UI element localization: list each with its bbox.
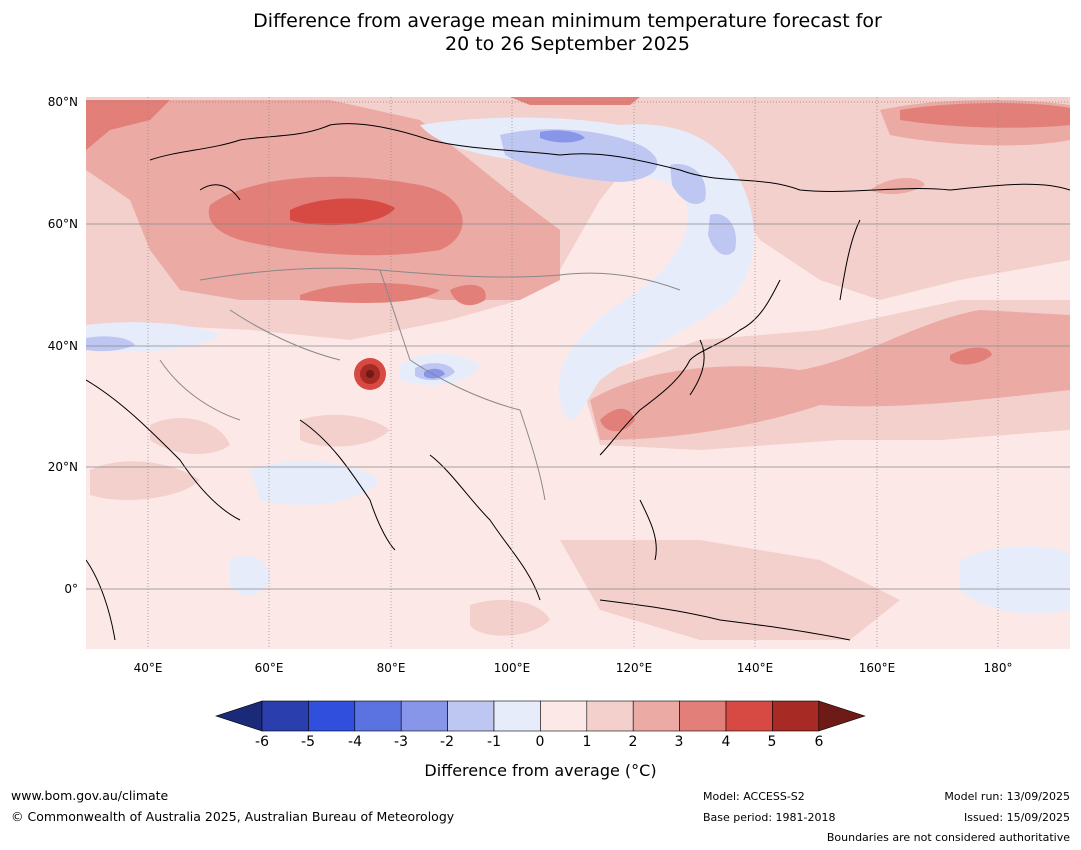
anomaly-region-3-4 [510,97,640,105]
map-title-line-2: 20 to 26 September 2025 [445,33,690,55]
anomaly-region-3-4 [950,347,992,365]
anomaly-cool-region-minus1-minus2 [500,129,658,182]
anomaly-region-1-2 [660,97,1070,300]
anomaly-cool-region-0-minus1 [420,117,754,420]
lon-label-140e: 140°E [736,661,774,675]
colorbar-segment [632,700,680,732]
lat-label-40n: 40°N [47,339,78,353]
colorbar-segment [400,700,448,732]
colorbar-segment [354,700,402,732]
copyright-text: © Commonwealth of Australia 2025, Austra… [11,809,455,824]
anomaly-cool-region-0-minus1 [250,461,380,505]
lon-label-120e: 120°E [615,661,653,675]
colorbar-tick: -1 [487,734,501,750]
anomaly-region-2-3 [870,178,925,195]
model-name: Model: ACCESS-S2 [703,790,805,803]
website-link[interactable]: www.bom.gov.au/climate [11,788,169,803]
colorbar-segment [493,700,541,732]
anomaly-cool-region-minus1-minus2 [670,164,706,205]
lon-label-160e: 160°E [858,661,896,675]
colorbar-tick: -6 [255,734,269,750]
colorbar-tick: -3 [394,734,408,750]
colorbar-label: Difference from average (°C) [424,761,657,780]
colorbar-tick: -5 [301,734,315,750]
gridlines [86,97,1070,649]
lon-label-40e: 40°E [133,661,163,675]
anomaly-region-2-3 [590,310,1070,440]
anomaly-cool-region-0-minus1 [960,546,1070,614]
colorbar-tick: 0 [535,734,545,750]
model-run-date: Model run: 13/09/2025 [944,790,1070,803]
base-period: Base period: 1981-2018 [703,811,836,824]
anomaly-region-1-2 [90,461,200,500]
colorbar-tick: 6 [814,734,824,750]
anomaly-cool-region-minus2-minus3 [540,130,585,143]
anomaly-region-3-4 [900,103,1070,128]
anomaly-region-1-2 [470,600,550,636]
colorbar-segment [725,700,773,732]
anomaly-region-3-4 [300,283,440,303]
anomaly-region-4-5 [290,198,395,226]
colorbar-segment [447,700,495,732]
colorbar-extend-low [215,700,263,732]
lon-label-180: 180° [983,661,1013,675]
anomaly-region-1-2 [150,417,230,455]
lat-label-0: 0° [64,582,78,596]
colorbar-tick: -4 [348,734,362,750]
colorbar-segment [308,700,356,732]
lat-label-60n: 60°N [47,217,78,231]
anomaly-field [86,97,1070,649]
colorbar-extend-high [818,700,866,732]
anomaly-hotspot-above-6 [366,370,374,378]
colorbar-tick: -2 [440,734,454,750]
colorbar-segment [540,700,588,732]
anomaly-region-1-2 [560,540,900,640]
country-boundaries [159,267,681,501]
issued-date: Issued: 15/09/2025 [963,811,1070,824]
colorbar-segment [261,700,309,732]
lon-label-100e: 100°E [493,661,531,675]
anomaly-cool-region-minus2-minus3 [424,368,445,379]
colorbar-tick: 1 [582,734,592,750]
anomaly-cool-region-0-minus1 [230,556,270,596]
boundary-disclaimer: Boundaries are not considered authoritat… [826,831,1070,844]
anomaly-region-3-4 [450,284,486,306]
colorbar-tick: 5 [767,734,777,750]
lat-label-80n: 80°N [47,95,78,109]
lat-label-20n: 20°N [47,460,78,474]
colorbar-segment [679,700,727,732]
colorbar-tick: 3 [674,734,684,750]
map-title-line-1: Difference from average mean minimum tem… [253,10,882,32]
colorbar [215,700,866,732]
colorbar-tick: 2 [628,734,638,750]
anomaly-cool-region-minus1-minus2 [86,336,135,352]
anomaly-region-3-4 [86,100,170,150]
colorbar-segment [772,700,820,732]
coastlines [86,123,1070,641]
anomaly-region-3-4 [600,408,635,432]
lon-label-60e: 60°E [254,661,284,675]
colorbar-tick: 4 [721,734,731,750]
colorbar-segment [586,700,634,732]
lon-label-80e: 80°E [376,661,406,675]
